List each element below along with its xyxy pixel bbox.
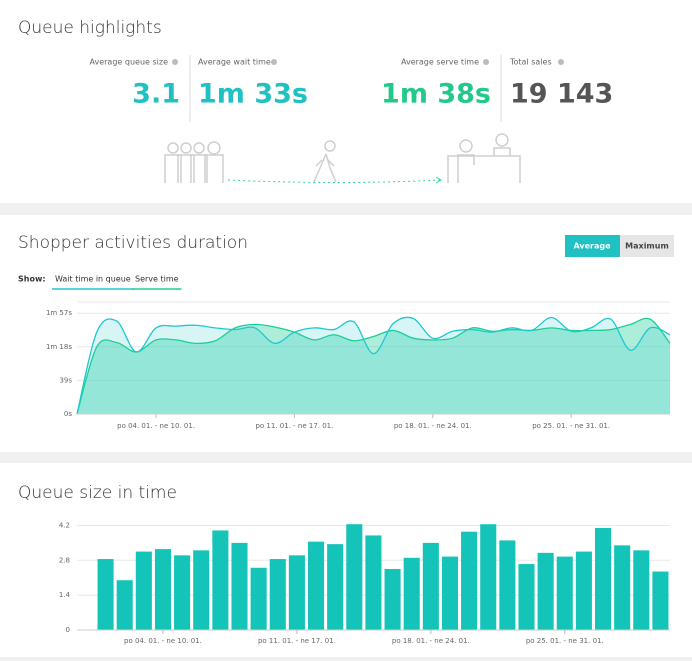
- y-tick-label: 1m 57s: [46, 309, 72, 317]
- y-tick-label: 39s: [59, 376, 72, 384]
- bar: [441, 556, 459, 630]
- x-tick-label: po 11. 01. - ne 17. 01.: [258, 637, 336, 645]
- bar: [288, 555, 305, 630]
- highlights-card: [0, 0, 692, 203]
- y-tick-label: 4.2: [59, 521, 70, 529]
- bar: [422, 542, 439, 630]
- bar: [154, 549, 172, 630]
- bar: [250, 567, 267, 630]
- stat-label: Average serve time: [401, 58, 479, 67]
- series-toggle[interactable]: Serve time: [135, 275, 179, 284]
- bar: [384, 569, 401, 630]
- maximum-button[interactable]: [620, 235, 674, 257]
- y-tick-label: 2.8: [59, 556, 70, 564]
- y-tick-label: 0: [66, 626, 70, 634]
- bar: [480, 524, 497, 630]
- x-tick-label: po 18. 01. - ne 24. 01.: [392, 637, 470, 645]
- bar: [614, 545, 631, 630]
- bar: [365, 535, 382, 630]
- bar: [327, 544, 344, 630]
- bar: [116, 580, 133, 630]
- stat-label: Average queue size: [89, 58, 168, 67]
- series-area: [77, 318, 670, 414]
- queue-illustration: [164, 133, 521, 183]
- card-title: Shopper activities duration: [18, 233, 248, 253]
- bar: [537, 552, 554, 630]
- y-tick-label: 1.4: [59, 591, 71, 599]
- stat-label: Average wait time: [198, 58, 271, 67]
- bar: [518, 564, 535, 630]
- stat-value: 1m 33s: [198, 79, 308, 110]
- series-line: [76, 317, 671, 415]
- button-label[interactable]: Maximum: [625, 242, 669, 251]
- y-tick-label: 0s: [64, 410, 72, 418]
- card-title: Queue size in time: [18, 483, 177, 503]
- bar: [652, 571, 669, 630]
- bar: [633, 550, 650, 630]
- bar: [594, 527, 612, 630]
- bar: [212, 530, 229, 630]
- x-tick-label: po 11. 01. - ne 17. 01.: [255, 422, 333, 430]
- show-label: Show:: [18, 275, 46, 284]
- bar: [174, 555, 191, 630]
- card-title: Queue highlights: [18, 18, 162, 38]
- x-tick-label: po 04. 01. - ne 10. 01.: [124, 637, 202, 645]
- x-tick-label: po 25. 01. - ne 31. 01.: [532, 422, 610, 430]
- bar: [135, 551, 152, 630]
- stat-label: Total sales: [509, 58, 552, 67]
- bar: [575, 551, 592, 630]
- series-line: [76, 316, 671, 415]
- info-icon: [558, 59, 564, 65]
- button-label[interactable]: Average: [573, 242, 611, 251]
- bar: [193, 550, 210, 630]
- y-tick-label: 1m 18s: [46, 343, 72, 351]
- arrow-head: [435, 176, 442, 184]
- x-tick-label: po 25. 01. - ne 31. 01.: [526, 637, 604, 645]
- series-area: [77, 317, 670, 414]
- bar: [346, 524, 363, 630]
- stat-value: 1m 38s: [381, 79, 491, 110]
- x-tick-label: po 18. 01. - ne 24. 01.: [394, 422, 472, 430]
- bar: [556, 556, 573, 630]
- bar: [307, 541, 325, 630]
- info-icon: [483, 59, 489, 65]
- info-icon: [271, 59, 277, 65]
- bar: [97, 559, 114, 630]
- bar: [499, 540, 516, 630]
- bar: [461, 531, 478, 630]
- average-button[interactable]: [565, 235, 620, 257]
- x-tick-label: po 04. 01. - ne 10. 01.: [117, 422, 195, 430]
- bar: [231, 542, 248, 630]
- stat-value: 19 143: [510, 79, 613, 110]
- bar: [403, 557, 420, 630]
- info-icon: [172, 59, 178, 65]
- series-toggle[interactable]: Wait time in queue: [55, 275, 131, 284]
- stat-value: 3.1: [132, 79, 180, 110]
- bar: [269, 559, 286, 630]
